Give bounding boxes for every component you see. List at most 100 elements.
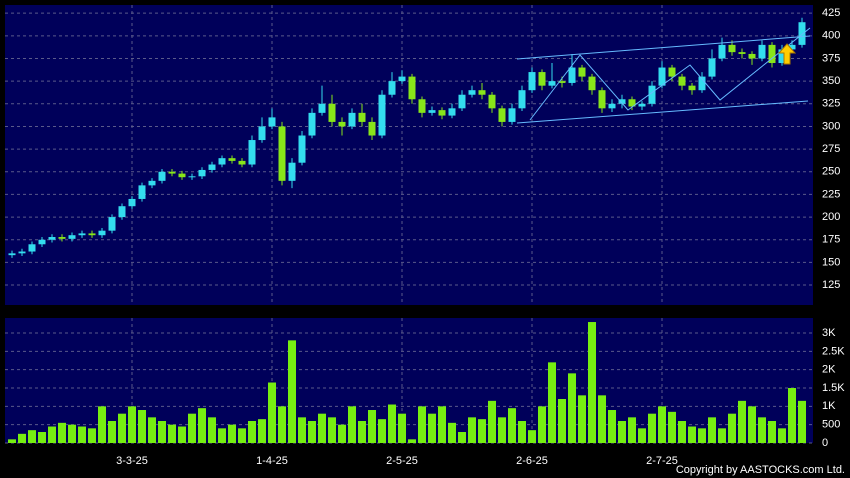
candle-body xyxy=(158,171,166,181)
volume-bar xyxy=(138,410,146,443)
y-tick-label: 275 xyxy=(822,143,840,155)
volume-bar xyxy=(348,406,356,443)
volume-bar xyxy=(338,424,346,443)
volume-bar xyxy=(278,406,286,443)
volume-bar xyxy=(658,406,666,443)
volume-bar xyxy=(158,421,166,443)
candle-body xyxy=(28,244,36,252)
candle-body xyxy=(478,90,486,95)
candle-body xyxy=(278,126,286,181)
volume-tick-label: 1K xyxy=(822,400,836,412)
candle-body xyxy=(538,72,546,86)
candle-body xyxy=(268,117,276,127)
candle-body xyxy=(778,49,786,64)
candle-body xyxy=(68,235,76,239)
volume-bar xyxy=(178,426,186,443)
volume-bar xyxy=(78,426,86,443)
candle-body xyxy=(108,217,116,231)
y-tick-label: 250 xyxy=(822,166,840,178)
candle-body xyxy=(748,53,756,59)
candle-body xyxy=(18,251,26,254)
candle-body xyxy=(508,108,516,122)
candle-body xyxy=(608,103,616,109)
volume-bar xyxy=(48,426,56,443)
candle-body xyxy=(228,158,236,161)
candle-body xyxy=(358,112,366,122)
volume-bar xyxy=(558,399,566,443)
volume-bar xyxy=(238,428,246,443)
volume-tick-label: 2.5K xyxy=(822,345,845,357)
candle-body xyxy=(8,253,16,256)
volume-bar xyxy=(528,430,536,443)
x-tick-label: 2-7-25 xyxy=(646,455,678,467)
candle-body xyxy=(418,99,426,113)
candle-body xyxy=(738,52,746,54)
volume-bar xyxy=(598,395,606,443)
candle-body xyxy=(628,99,636,107)
volume-bar xyxy=(58,422,66,443)
volume-bar xyxy=(208,417,216,443)
candle-body xyxy=(758,44,766,59)
candle-body xyxy=(648,85,656,104)
volume-bar xyxy=(28,430,36,443)
volume-bar xyxy=(98,406,106,443)
volume-bar xyxy=(258,419,266,443)
candle-body xyxy=(188,176,196,178)
x-tick-label: 3-3-25 xyxy=(116,455,148,467)
volume-bar xyxy=(568,373,576,443)
candle-body xyxy=(118,206,126,218)
volume-bar xyxy=(168,424,176,443)
volume-bar xyxy=(738,400,746,443)
volume-bar xyxy=(438,406,446,443)
volume-bar xyxy=(488,400,496,443)
y-tick-label: 325 xyxy=(822,98,840,110)
volume-bar xyxy=(248,421,256,443)
volume-bar xyxy=(578,395,586,443)
candle-body xyxy=(428,110,436,113)
volume-bar xyxy=(418,406,426,443)
candle-body xyxy=(238,160,246,165)
volume-bar xyxy=(298,417,306,443)
volume-bar xyxy=(38,432,46,443)
candle-body xyxy=(338,121,346,127)
volume-bar xyxy=(728,413,736,443)
volume-bar xyxy=(588,322,596,443)
volume-bar xyxy=(428,413,436,443)
volume-bar xyxy=(448,422,456,443)
candle-body xyxy=(638,103,646,107)
x-tick-label: 2-6-25 xyxy=(516,455,548,467)
volume-bar xyxy=(328,417,336,443)
x-tick-label: 2-5-25 xyxy=(386,455,418,467)
y-tick-label: 300 xyxy=(822,120,840,132)
candle-body xyxy=(678,76,686,86)
volume-bar xyxy=(768,421,776,443)
candle-body xyxy=(168,171,176,174)
volume-bar xyxy=(668,411,676,443)
candle-body xyxy=(128,198,136,207)
volume-bar xyxy=(18,433,26,443)
candle-body xyxy=(138,185,146,199)
volume-bar xyxy=(798,400,806,443)
volume-bar xyxy=(458,432,466,443)
volume-bar xyxy=(688,426,696,443)
trend-channel xyxy=(516,27,811,124)
candle-body xyxy=(598,90,606,109)
volume-bar xyxy=(518,421,526,443)
candle-body xyxy=(768,44,776,64)
volume-bar xyxy=(538,406,546,443)
volume-bar xyxy=(398,413,406,443)
candle-body xyxy=(558,81,566,83)
candle-body xyxy=(528,72,536,91)
volume-bar xyxy=(788,388,796,443)
candle-body xyxy=(618,99,626,104)
candle-body xyxy=(788,44,796,50)
volume-tick-label: 0 xyxy=(822,437,828,449)
volume-bar xyxy=(108,421,116,443)
candle-body xyxy=(178,173,186,178)
candle-body xyxy=(348,112,356,127)
volume-bar xyxy=(708,417,716,443)
volume-bar xyxy=(618,421,626,443)
candle-body xyxy=(328,103,336,122)
candle-body xyxy=(448,108,456,116)
candle-body xyxy=(698,76,706,91)
